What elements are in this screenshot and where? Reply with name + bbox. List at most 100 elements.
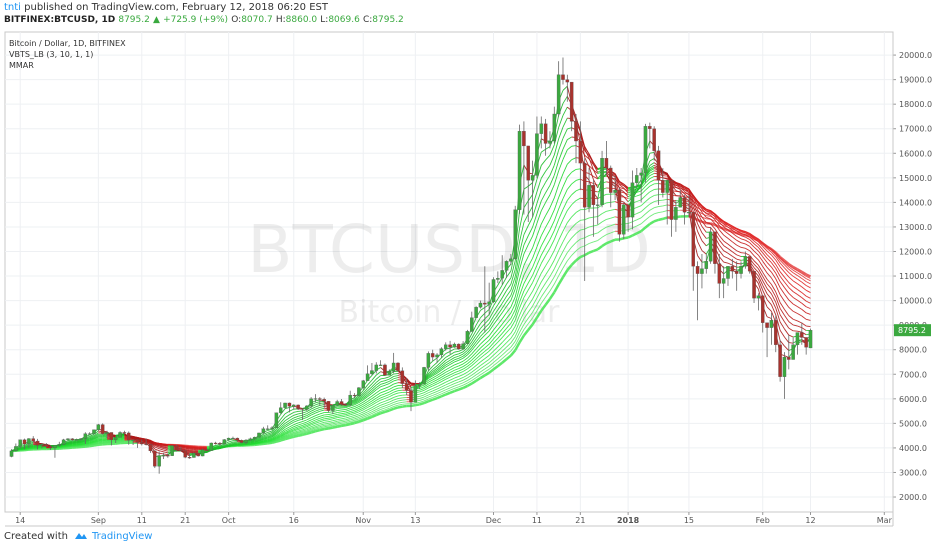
mma-line	[723, 234, 729, 239]
mma-line	[363, 405, 368, 409]
mma-line	[89, 442, 95, 445]
mma-line	[428, 381, 433, 385]
x-tick-label: 14	[15, 516, 25, 525]
mma-line	[757, 268, 764, 277]
candle-body	[205, 449, 209, 451]
mma-line	[684, 189, 690, 194]
mma-line	[436, 366, 442, 371]
mma-line	[749, 246, 755, 252]
mma-line	[302, 427, 307, 431]
mma-line	[393, 387, 399, 391]
mma-line	[384, 376, 390, 379]
mma-line	[732, 251, 737, 256]
mma-line	[493, 314, 499, 321]
mma-line	[393, 406, 399, 411]
mma-line	[263, 437, 268, 441]
mma-line	[250, 441, 255, 444]
mma-line	[758, 241, 764, 247]
footer-brand[interactable]: TradingView	[91, 531, 153, 542]
mma-line	[558, 138, 564, 151]
mma-line	[701, 205, 707, 210]
candle-body	[778, 344, 782, 377]
mma-line	[501, 354, 507, 359]
mma-line	[571, 250, 577, 256]
mma-line	[536, 263, 542, 274]
mma-line	[436, 389, 442, 392]
mma-line	[358, 416, 364, 420]
last-price-label: 8795.2	[898, 326, 926, 335]
mma-line	[98, 438, 103, 440]
mma-line	[510, 331, 516, 339]
mma-line	[732, 264, 737, 268]
mma-line	[692, 195, 698, 204]
mma-line	[458, 368, 464, 372]
mma-line	[362, 396, 368, 401]
mma-line	[85, 440, 90, 442]
mma-line	[580, 219, 585, 221]
mma-line	[606, 201, 611, 204]
mma-line	[284, 433, 290, 437]
mma-line	[93, 435, 99, 439]
mma-line	[380, 387, 386, 391]
author[interactable]: tnti	[4, 2, 21, 13]
mma-line	[779, 287, 785, 295]
mma-line	[788, 342, 794, 344]
mma-line	[350, 409, 355, 412]
candle-body	[548, 140, 552, 144]
mma-line	[89, 438, 95, 441]
mma-line	[497, 318, 503, 325]
mma-line	[389, 406, 394, 409]
mma-line	[163, 451, 168, 454]
mma-line	[462, 371, 468, 375]
mma-line	[389, 386, 394, 390]
mma-line	[784, 293, 790, 301]
mma-line	[397, 397, 403, 400]
mma-line	[636, 194, 642, 197]
candle-body	[782, 356, 787, 377]
mma-line	[548, 291, 556, 300]
mma-line	[766, 299, 772, 306]
mma-line	[410, 402, 416, 405]
mma-line	[389, 378, 394, 382]
mma-line	[76, 440, 82, 442]
mma-line	[297, 433, 303, 438]
mma-line	[510, 276, 516, 291]
mma-line	[215, 446, 221, 449]
mma-line	[775, 273, 781, 282]
candle-body	[717, 263, 722, 284]
mma-line	[371, 397, 377, 402]
mma-line	[406, 379, 412, 388]
mma-line	[154, 444, 160, 447]
mma-line	[779, 340, 785, 347]
candle-body	[287, 402, 292, 407]
x-tick-label: Mar	[877, 516, 893, 525]
mma-line	[371, 412, 377, 416]
mma-line	[297, 432, 303, 435]
mma-line	[506, 342, 512, 348]
mma-line	[284, 417, 290, 422]
mma-line	[267, 428, 273, 431]
mma-line	[710, 218, 716, 224]
candle-body	[374, 364, 379, 371]
mma-line	[402, 403, 407, 405]
mma-line	[241, 442, 247, 445]
mma-line	[697, 217, 703, 227]
mma-line	[567, 159, 572, 165]
mma-line	[801, 297, 807, 302]
candle-body	[196, 452, 200, 457]
mma-line	[367, 411, 373, 415]
mma-line	[393, 375, 399, 377]
mma-line	[293, 431, 299, 434]
mma-line	[362, 417, 369, 422]
mma-line	[484, 327, 490, 333]
mma-line	[649, 213, 655, 217]
mma-line	[449, 367, 455, 371]
mma-line	[428, 392, 433, 396]
mma-line	[254, 437, 260, 441]
mma-line	[488, 305, 494, 315]
mma-line	[467, 356, 473, 362]
candle-body	[14, 446, 18, 452]
mma-line	[545, 164, 551, 172]
mma-line	[688, 197, 694, 212]
mma-line	[501, 332, 507, 338]
